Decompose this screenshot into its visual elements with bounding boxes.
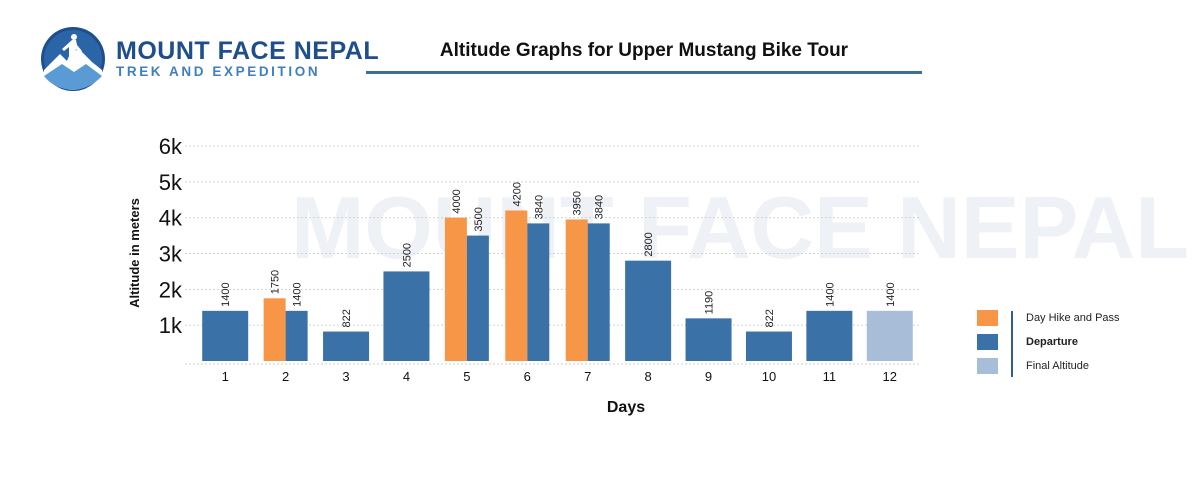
data-label: 2800 [643,232,655,256]
legend-label-final-altitude: Final Altitude [1026,360,1089,372]
x-tick-label: 3 [342,369,349,384]
data-label: 1400 [220,282,232,306]
y-tick-label: 5k [159,170,183,195]
data-label: 4000 [451,189,463,213]
legend-swatch-departure [977,334,998,350]
y-tick-label: 6k [159,134,183,159]
legend-item-final-altitude: Final Altitude [977,357,1089,375]
logo-tagline: TREK AND EXPEDITION [116,64,321,79]
x-tick-label: 9 [705,369,712,384]
title-underline [366,71,922,74]
bar-departure [806,310,853,361]
data-label: 822 [764,309,776,327]
bar-day-hike-and-pass [505,210,528,361]
x-tick-label: 7 [584,369,591,384]
y-axis-label: Altitude in meters [127,198,142,308]
bar-departure [625,260,672,361]
bar-departure [466,235,489,361]
bar-departure [685,318,732,361]
x-tick-label: 1 [222,369,229,384]
y-tick-label: 2k [159,277,183,302]
x-tick-label: 6 [524,369,531,384]
data-label: 3950 [572,191,584,215]
y-tick-label: 3k [159,242,183,267]
legend-swatch-final-altitude [977,358,998,374]
bar-departure [202,310,249,361]
data-label: 3840 [594,195,606,219]
brand-logo: MOUNT FACE NEPAL TREK AND EXPEDITION [40,26,379,92]
bar-departure [323,331,370,361]
legend-label-departure: Departure [1026,336,1078,348]
bar-day-hike-and-pass [565,219,588,361]
data-label: 4200 [511,182,523,206]
legend-item-departure: Departure [977,333,1078,351]
bar-final-altitude [866,310,913,361]
data-label: 1400 [885,282,897,306]
data-label: 3840 [533,195,545,219]
data-label: 1750 [270,270,282,294]
bar-day-hike-and-pass [263,298,286,361]
x-tick-label: 12 [883,369,897,384]
y-tick-label: 4k [159,206,183,231]
mountain-climber-icon [41,27,105,91]
data-label: 3500 [473,207,485,231]
legend-label-day-hike: Day Hike and Pass [1026,312,1120,324]
watermark-text: MOUNT FACE NEPAL [291,178,1189,277]
data-label: 1190 [704,291,716,315]
x-axis-label: Days [607,399,645,416]
y-tick-label: 1k [159,313,183,338]
x-tick-label: 5 [463,369,470,384]
data-label: 1400 [292,282,304,306]
bar-day-hike-and-pass [444,217,467,361]
legend-item-day-hike: Day Hike and Pass [977,309,1120,327]
logo-name: MOUNT FACE NEPAL [116,37,380,65]
x-tick-label: 2 [282,369,289,384]
x-tick-label: 4 [403,369,410,384]
x-tick-label: 8 [645,369,652,384]
bar-departure [527,223,550,361]
bar-departure [587,223,610,361]
data-label: 1400 [824,282,836,306]
x-tick-label: 11 [823,369,837,384]
bar-departure [285,310,308,361]
data-label: 822 [341,309,353,327]
legend-swatch-day-hike [977,310,998,326]
data-label: 2500 [401,243,413,267]
x-tick-label: 10 [762,369,776,384]
chart-title: Altitude Graphs for Upper Mustang Bike T… [439,40,849,61]
bar-departure [745,331,792,361]
bar-departure [383,271,430,361]
legend-divider [1011,311,1013,377]
